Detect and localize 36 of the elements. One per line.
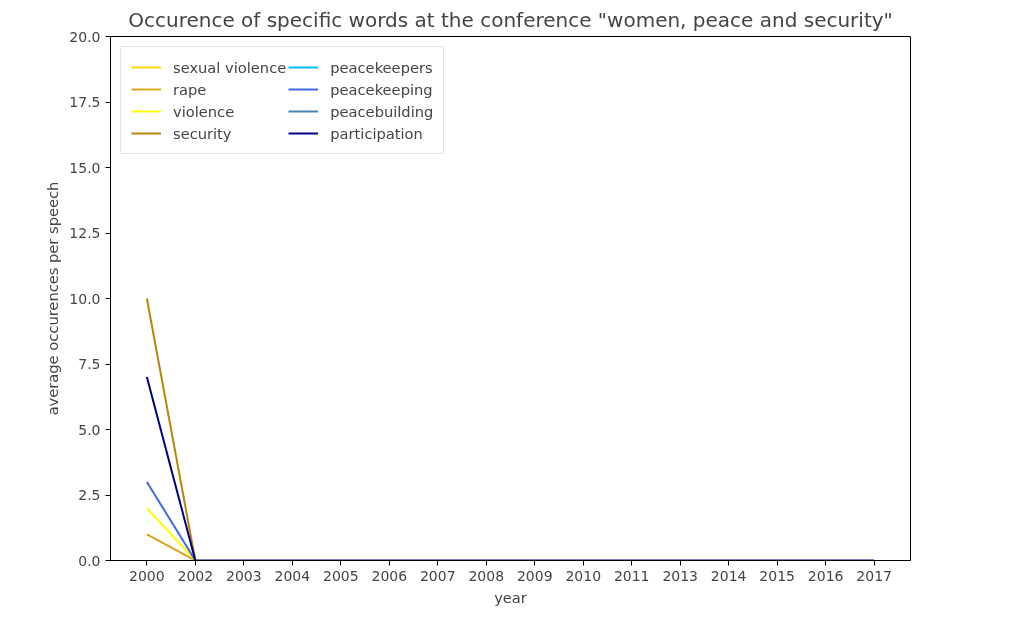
x-tick-label: 2011 [613,567,650,584]
legend-label: security [173,124,232,142]
x-tick-label: 2009 [516,567,553,584]
legend-label: violence [173,102,235,120]
y-tick-label: 7.5 [78,356,101,372]
x-tick-label: 2000 [129,567,165,584]
x-tick-label: 2007 [419,567,456,584]
x-tick-label: 2004 [274,567,311,584]
x-tick-label: 2017 [856,567,892,584]
legend-label: rape [173,80,207,98]
legend-label: peacekeepers [330,58,433,76]
y-tick-label: 2.5 [78,487,101,503]
x-tick-label: 2002 [177,567,214,584]
x-tick-label: 2008 [468,567,505,584]
y-tick-label: 10.0 [69,290,101,307]
legend-label: participation [330,124,423,142]
y-tick-label: 12.5 [69,225,101,241]
legend-label: peacebuilding [330,102,434,120]
legend-label: peacekeeping [330,80,433,98]
x-tick-label: 2016 [807,567,844,584]
y-axis-title: average occurences per speech [44,181,62,416]
x-tick-label: 2014 [710,567,747,584]
y-tick-label: 5.0 [78,421,101,438]
x-tick-label: 2006 [371,567,408,584]
x-axis-title: year [494,588,528,606]
x-tick-label: 2005 [322,567,359,584]
y-tick-label: 15.0 [69,159,101,176]
legend-label: sexual violence [173,58,287,76]
x-tick-label: 2010 [565,567,602,584]
y-tick-label: 20.0 [69,28,101,45]
x-tick-label: 2013 [662,567,699,584]
y-tick-label: 0.0 [78,552,101,569]
y-tick-label: 17.5 [69,94,101,110]
x-tick-label: 2003 [226,567,262,584]
x-tick-label: 2015 [759,567,795,584]
chart-title: Occurence of specific words at the conference "women, peace and security" [128,7,893,32]
